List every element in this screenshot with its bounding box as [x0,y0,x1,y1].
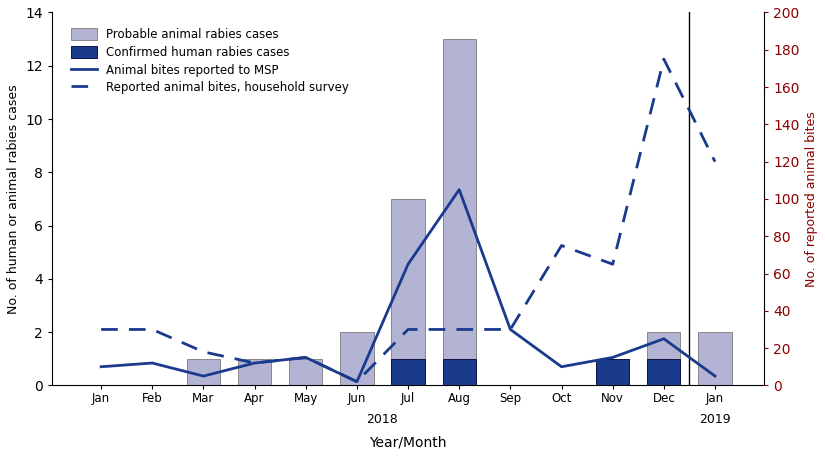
Bar [442,359,476,385]
Bar [186,359,220,385]
Y-axis label: No. of reported animal bites: No. of reported animal bites [805,111,818,287]
X-axis label: Year/Month: Year/Month [370,436,447,450]
Bar [391,199,425,385]
Bar [596,359,629,385]
Bar [647,359,681,385]
Text: 2019: 2019 [699,414,731,426]
Bar [596,359,629,385]
Bar [647,332,681,385]
Legend: Probable animal rabies cases, Confirmed human rabies cases, Animal bites reporte: Probable animal rabies cases, Confirmed … [65,22,356,100]
Bar [391,359,425,385]
Bar [340,332,374,385]
Bar [442,39,476,385]
Text: 2018: 2018 [366,414,398,426]
Bar [289,359,323,385]
Bar [238,359,271,385]
Y-axis label: No. of human or animal rabies cases: No. of human or animal rabies cases [7,84,20,314]
Bar [699,332,732,385]
